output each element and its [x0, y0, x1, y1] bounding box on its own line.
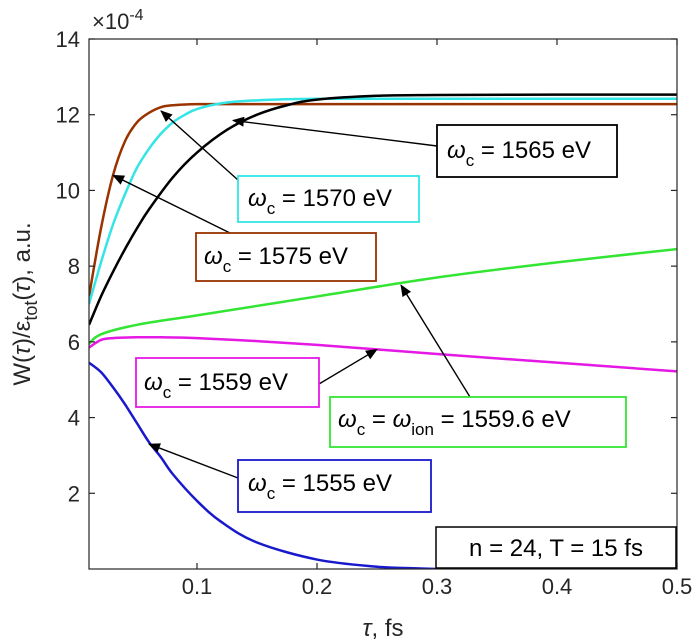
annotations-layer: ωc = 1565 eV ωc = 1570 eV ωc = 1575 eV ωc =…: [112, 110, 627, 513]
x-tick-label: 0.4: [542, 574, 573, 599]
annotation-text: ωc = 1570 eV: [248, 185, 392, 218]
info-box-frame: [435, 526, 677, 569]
y-tick-label: 2: [68, 481, 80, 506]
annotation-box: [237, 175, 420, 223]
annotation-box: [237, 459, 432, 513]
y-tick-label: 12: [56, 103, 80, 128]
annotation-arrow: [160, 110, 239, 181]
y-tick-label: 6: [68, 330, 80, 355]
info-box: n = 24, T = 15 fs: [435, 526, 677, 569]
annotation-box: [135, 357, 320, 408]
x-axis-label: τ, fs: [363, 615, 404, 642]
series-line-2: [89, 93, 677, 326]
annotation-arrow: [318, 348, 378, 385]
annotation-text: ωc = ωion = 1559.6 eV: [338, 406, 571, 439]
annotation-2: ωc = 1575 eV: [112, 174, 377, 282]
y-axis-label: W(τ)/εtot(τ), a.u.: [9, 222, 41, 385]
annotation-1: ωc = 1570 eV: [160, 110, 420, 223]
annotation-text: ωc = 1565 eV: [447, 137, 591, 170]
info-box-text: n = 24, T = 15 fs: [469, 535, 643, 562]
annotation-text: ωc = 1575 eV: [204, 243, 348, 276]
series-layer: [89, 93, 677, 569]
x-tick-label: 0.5: [662, 574, 693, 599]
series-line-5: [89, 361, 438, 569]
annotation-box: [329, 396, 627, 448]
plot-frame: [88, 38, 678, 570]
y-tick-label: 4: [68, 406, 80, 431]
series-line-3: [89, 247, 677, 345]
annotation-text: ωc = 1555 eV: [248, 470, 392, 503]
x-tick-label: 0.2: [302, 574, 333, 599]
y-multiplier-exponent: -4: [129, 7, 143, 24]
annotation-box: [436, 124, 618, 178]
annotation-arrow: [112, 174, 231, 234]
annotation-arrow: [232, 116, 438, 147]
annotation-arrow: [400, 284, 471, 398]
annotation-text: ωc = 1559 eV: [144, 369, 288, 402]
series-line-1: [89, 97, 677, 305]
y-multiplier: ×10-4: [92, 7, 144, 34]
x-tick-label: 0.1: [182, 574, 213, 599]
annotation-0: ωc = 1565 eV: [232, 116, 618, 178]
y-tick-label: 8: [68, 254, 80, 279]
annotation-3: ωc = 1559 eV: [135, 348, 378, 408]
y-tick-label: 10: [56, 178, 80, 203]
y-tick-label: 14: [56, 27, 80, 52]
series-line-0: [89, 102, 677, 297]
x-tick-label: 0.3: [422, 574, 453, 599]
annotation-arrow: [148, 443, 239, 479]
annotation-5: ωc = 1555 eV: [148, 443, 432, 513]
series-line-4: [89, 335, 677, 373]
annotation-4: ωc = ωion = 1559.6 eV: [329, 284, 627, 448]
annotation-box: [195, 232, 377, 282]
ticks-layer: 0.1 0.2 0.3 0.4 0.5 2 4 6 8 10 12 14: [56, 27, 693, 599]
